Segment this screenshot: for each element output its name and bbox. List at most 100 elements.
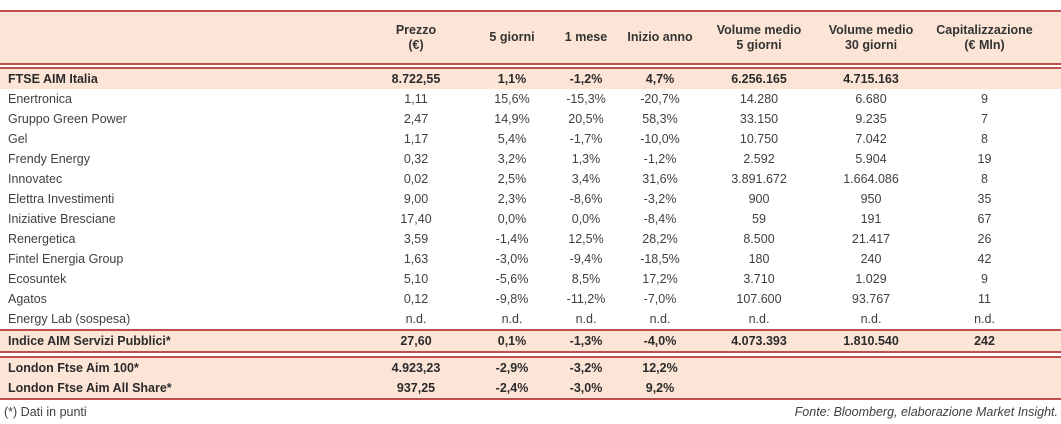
- change-5d-cell: -2,4%: [495, 381, 529, 395]
- table-row: Fintel Energia Group 1,63 -3,0% -9,4% -1…: [0, 249, 1061, 269]
- change-5d-cell: 0,0%: [497, 212, 527, 226]
- change-1m-cell: -3,2%: [569, 361, 603, 375]
- price-cell: 8.722,55: [391, 72, 441, 86]
- change-1m-cell: -1,3%: [569, 334, 603, 348]
- table-row: Agatos 0,12 -9,8% -11,2% -7,0% 107.600 9…: [0, 289, 1061, 309]
- table-header-row: Prezzo (€) 5 giorni 1 mese Inizio anno V…: [0, 12, 1061, 63]
- change-ytd-cell: 4,7%: [645, 72, 675, 86]
- column-header-price-line1: Prezzo: [395, 22, 437, 37]
- servizi-row-bottom-rule: [0, 351, 1061, 353]
- column-header-vol30-line1: Volume medio: [828, 22, 914, 37]
- table-row: Ecosuntek 5,10 -5,6% 8,5% 17,2% 3.710 1.…: [0, 269, 1061, 289]
- index-name-cell: FTSE AIM Italia: [8, 72, 98, 86]
- change-5d-cell: 2,3%: [497, 192, 527, 206]
- column-header-vol30-line2: 30 giorni: [844, 37, 898, 52]
- cap-cell: 42: [977, 252, 992, 266]
- change-1m-cell: -11,2%: [566, 292, 606, 306]
- price-cell: 17,40: [400, 212, 432, 226]
- index-name-cell: London Ftse Aim All Share*: [8, 381, 172, 395]
- index-name-cell: Indice AIM Servizi Pubblici*: [8, 334, 171, 348]
- volume-5d-cell: 6.256.165: [731, 72, 787, 86]
- change-5d-cell: -1,4%: [495, 232, 529, 246]
- company-name-cell: Innovatec: [8, 172, 63, 186]
- cap-cell: 35: [977, 192, 992, 206]
- volume-5d-cell: n.d.: [748, 312, 770, 326]
- row-london-ftse-aim-all-share: London Ftse Aim All Share* 937,25 -2,4% …: [0, 378, 1061, 398]
- volume-5d-cell: 180: [748, 252, 770, 266]
- price-cell: 0,12: [403, 292, 429, 306]
- rule-gap: [0, 65, 1061, 67]
- table-row: Gruppo Green Power 2,47 14,9% 20,5% 58,3…: [0, 109, 1061, 129]
- change-5d-cell: 0,1%: [497, 334, 527, 348]
- footnote-dati-in-punti: (*) Dati in punti: [4, 405, 87, 419]
- top-rule: [0, 10, 1061, 12]
- column-header-cap-line2: (€ Mln): [964, 37, 1005, 52]
- price-cell: n.d.: [405, 312, 427, 326]
- volume-5d-cell: 14.280: [739, 92, 779, 106]
- cap-cell: n.d.: [974, 312, 995, 326]
- change-ytd-cell: -1,2%: [643, 152, 677, 166]
- change-5d-cell: 2,5%: [497, 172, 527, 186]
- table-row: Elettra Investimenti 9,00 2,3% -8,6% -3,…: [0, 189, 1061, 209]
- volume-30d-cell: 1.664.086: [843, 172, 899, 186]
- price-cell: 1,63: [403, 252, 429, 266]
- column-header-vol30: Volume medio 30 giorni: [812, 12, 930, 63]
- change-ytd-cell: -3,2%: [643, 192, 677, 206]
- volume-5d-cell: 3.891.672: [731, 172, 787, 186]
- change-ytd-cell: 28,2%: [642, 232, 678, 246]
- change-ytd-cell: n.d.: [649, 312, 671, 326]
- company-name-cell: Ecosuntek: [8, 272, 67, 286]
- column-header-vol5-line2: 5 giorni: [736, 37, 782, 52]
- volume-5d-cell: 59: [752, 212, 766, 226]
- change-ytd-cell: -18,5%: [640, 252, 680, 266]
- company-name-cell: Elettra Investimenti: [8, 192, 115, 206]
- column-header-cap-line1: Capitalizzazione: [936, 22, 1033, 37]
- volume-30d-cell: 1.810.540: [843, 334, 899, 348]
- change-5d-cell: -5,6%: [495, 272, 529, 286]
- company-name-cell: Iniziative Bresciane: [8, 212, 116, 226]
- volume-30d-cell: 6.680: [855, 92, 887, 106]
- table-row: Frendy Energy 0,32 3,2% 1,3% -1,2% 2.592…: [0, 149, 1061, 169]
- column-header-ytd-label: Inizio anno: [627, 30, 693, 44]
- volume-30d-cell: 4.715.163: [843, 72, 899, 86]
- column-header-1m: 1 mese: [558, 12, 614, 63]
- price-cell: 27,60: [400, 334, 432, 348]
- change-ytd-cell: 9,2%: [645, 381, 675, 395]
- change-ytd-cell: -8,4%: [643, 212, 677, 226]
- header-bottom-rule: [0, 63, 1061, 65]
- price-cell: 4.923,23: [391, 361, 441, 375]
- company-name-cell: Frendy Energy: [8, 152, 90, 166]
- change-1m-cell: -9,4%: [569, 252, 603, 266]
- volume-5d-cell: 107.600: [736, 292, 782, 306]
- table-row: Iniziative Bresciane 17,40 0,0% 0,0% -8,…: [0, 209, 1061, 229]
- volume-30d-cell: 9.235: [855, 112, 887, 126]
- change-1m-cell: -3,0%: [569, 381, 603, 395]
- column-header-vol5: Volume medio 5 giorni: [706, 12, 812, 63]
- change-5d-cell: 5,4%: [497, 132, 527, 146]
- change-5d-cell: 3,2%: [497, 152, 527, 166]
- table-footer: (*) Dati in punti Fonte: Bloomberg, elab…: [0, 400, 1061, 419]
- column-header-price: Prezzo (€): [366, 12, 466, 63]
- change-5d-cell: 1,1%: [497, 72, 527, 86]
- change-1m-cell: -8,6%: [569, 192, 603, 206]
- volume-5d-cell: 900: [748, 192, 770, 206]
- change-1m-cell: -1,7%: [569, 132, 603, 146]
- cap-cell: 67: [977, 212, 992, 226]
- company-name-cell: Enertronica: [8, 92, 72, 106]
- bottom-rule: [0, 398, 1061, 400]
- company-name-cell: Energy Lab (sospesa): [8, 312, 131, 326]
- column-header-vol5-line1: Volume medio: [716, 22, 802, 37]
- price-cell: 5,10: [403, 272, 429, 286]
- volume-5d-cell: 8.500: [743, 232, 775, 246]
- table-row: Innovatec 0,02 2,5% 3,4% 31,6% 3.891.672…: [0, 169, 1061, 189]
- cap-cell: 19: [977, 152, 992, 166]
- cap-cell: 9: [981, 92, 988, 106]
- volume-30d-cell: 1.029: [855, 272, 887, 286]
- volume-30d-cell: 21.417: [851, 232, 891, 246]
- volume-30d-cell: n.d.: [860, 312, 882, 326]
- column-header-5d-label: 5 giorni: [489, 30, 535, 44]
- column-header-name: [0, 12, 366, 63]
- price-cell: 0,02: [403, 172, 429, 186]
- price-cell: 0,32: [403, 152, 429, 166]
- change-ytd-cell: 17,2%: [642, 272, 678, 286]
